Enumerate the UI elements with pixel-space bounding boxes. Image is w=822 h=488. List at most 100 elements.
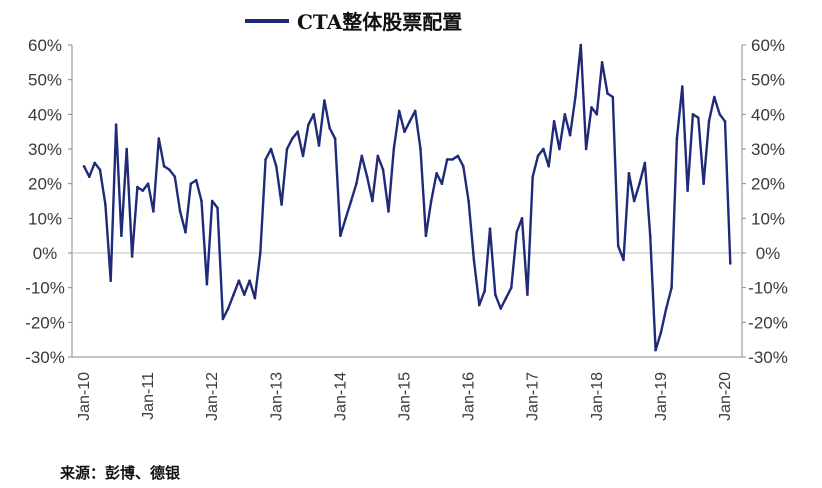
data-point [114, 123, 118, 126]
x-tick-label: Jan-20 [717, 372, 734, 421]
data-point [595, 113, 599, 116]
data-point [632, 199, 636, 203]
data-point [691, 113, 695, 116]
data-point [542, 147, 545, 151]
data-point [317, 144, 321, 147]
data-point [681, 85, 684, 88]
data-point [467, 199, 470, 203]
data-point [376, 154, 380, 158]
data-point [531, 175, 534, 178]
data-point [173, 175, 177, 178]
data-point [552, 120, 556, 123]
data-point [280, 203, 283, 206]
right-y-tick-label: 10% [751, 209, 785, 228]
data-point [574, 95, 577, 99]
x-tick-label: Jan-17 [525, 372, 542, 421]
right-y-tick-label: 50% [751, 71, 785, 90]
series-line-cta-equity-allocation [82, 43, 732, 352]
data-point [371, 199, 374, 203]
data-point [510, 286, 513, 290]
data-point [269, 147, 273, 151]
data-point [344, 217, 348, 220]
data-point [520, 217, 524, 220]
data-point [162, 165, 166, 168]
data-point [328, 126, 332, 130]
data-point [670, 286, 673, 290]
data-point [275, 165, 278, 168]
data-point [568, 133, 572, 137]
data-point [483, 289, 486, 293]
data-point [397, 109, 401, 113]
data-point [355, 182, 358, 185]
data-point [456, 154, 460, 158]
data-point [462, 165, 465, 168]
data-point [237, 279, 241, 283]
data-point [536, 154, 540, 158]
data-point [253, 296, 257, 300]
right-y-tick-label: -20% [748, 313, 788, 332]
data-point [638, 182, 641, 185]
left-y-tick-label: 0% [33, 244, 58, 263]
axes [68, 44, 746, 358]
data-point [285, 147, 289, 151]
data-point [243, 293, 246, 296]
data-point [392, 147, 396, 151]
data-point [194, 178, 198, 182]
data-point [387, 210, 390, 213]
data-point [429, 199, 433, 203]
data-point [515, 230, 518, 234]
data-point [478, 303, 481, 307]
x-tick-label: Jan-16 [461, 372, 478, 421]
x-tick-label: Jan-19 [653, 372, 670, 421]
data-point [702, 182, 705, 185]
data-point [686, 189, 689, 192]
data-point [563, 113, 567, 116]
left-y-tick-label: 10% [28, 209, 62, 228]
data-point [109, 279, 112, 283]
data-point [472, 258, 476, 262]
data-point [488, 227, 492, 230]
data-point [718, 113, 721, 116]
data-point [494, 293, 497, 296]
data-point [424, 234, 428, 237]
data-point [184, 230, 187, 234]
data-point [659, 331, 663, 335]
data-point [606, 92, 609, 95]
data-point [291, 137, 294, 140]
data-point [339, 234, 342, 237]
data-point [141, 189, 145, 192]
data-point [189, 182, 193, 185]
data-point [168, 168, 171, 172]
data-point [232, 293, 235, 296]
data-point [130, 255, 134, 258]
data-point [403, 130, 406, 133]
data-point [654, 348, 657, 352]
data-point [152, 210, 155, 213]
data-point [226, 307, 230, 310]
x-tick-label: Jan-18 [589, 372, 606, 421]
legend: CTA整体股票配置 [245, 10, 462, 34]
data-point [408, 120, 412, 123]
data-point [381, 168, 385, 172]
data-point [445, 158, 449, 161]
data-point [82, 165, 86, 168]
data-point [104, 203, 107, 206]
data-point [157, 137, 161, 140]
left-y-tick-labels: 60% 50% 40% 30% 20% 10% 0% -10% -20% -30% [25, 36, 65, 367]
data-point [120, 234, 123, 237]
x-tick-label: Jan-12 [204, 372, 221, 421]
x-tick-label: Jan-15 [397, 372, 414, 421]
data-point [622, 258, 625, 262]
left-y-tick-label: -10% [25, 279, 65, 298]
data-point [435, 172, 438, 175]
data-point [125, 147, 128, 151]
data-point [584, 147, 588, 151]
right-y-tick-label: 60% [751, 36, 785, 55]
data-point [216, 206, 219, 210]
left-y-tick-label: 50% [28, 71, 62, 90]
data-point [723, 120, 727, 123]
data-point [675, 137, 679, 140]
data-point [611, 95, 615, 99]
data-point [451, 158, 454, 161]
